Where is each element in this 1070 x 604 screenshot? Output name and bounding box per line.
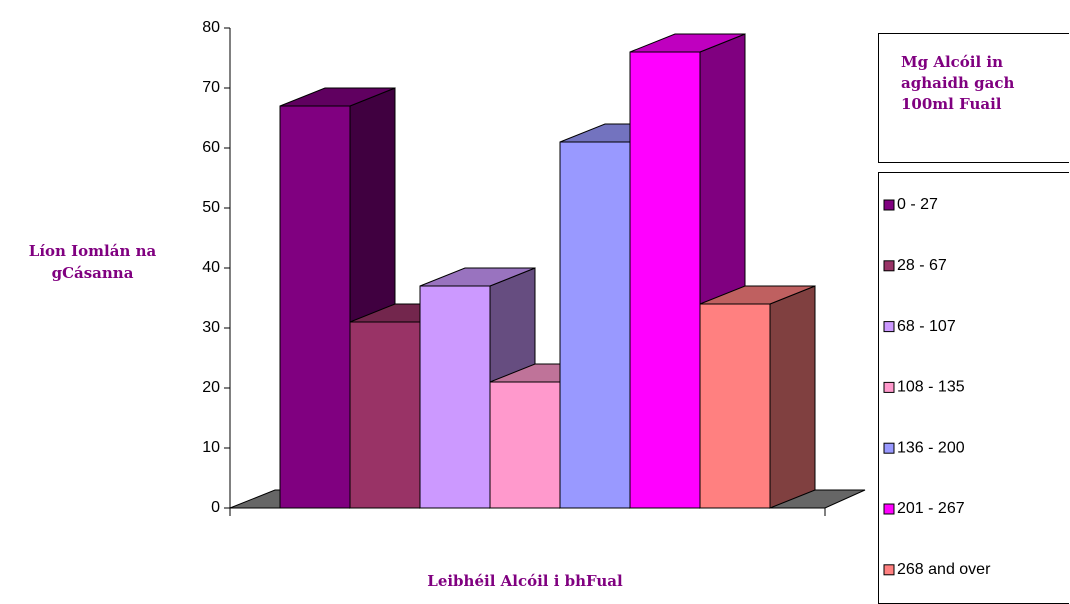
legend-label: 268 and over bbox=[897, 561, 991, 578]
legend-label: 108 - 135 bbox=[897, 379, 965, 396]
bar bbox=[559, 141, 631, 509]
legend-swatch bbox=[883, 260, 895, 272]
legend-title: Mg Alcóil in aghaidh gach 100ml Fuail bbox=[901, 53, 1015, 113]
legend-label: 68 - 107 bbox=[897, 318, 956, 335]
y-tick-label: 70 bbox=[202, 79, 220, 96]
legend-label: 28 - 67 bbox=[897, 257, 947, 274]
legend-swatch bbox=[883, 503, 895, 515]
y-tick-label: 60 bbox=[202, 139, 220, 156]
legend-title-box: Mg Alcóil in aghaidh gach 100ml Fuail bbox=[878, 33, 1069, 163]
legend-label: 0 - 27 bbox=[897, 196, 938, 213]
legend-label: 201 - 267 bbox=[897, 500, 965, 517]
legend-swatch bbox=[883, 321, 895, 333]
bar bbox=[279, 105, 351, 509]
y-axis-label: Líon Iomlán na gCásanna bbox=[28, 242, 157, 282]
x-axis-label: Leibhéil Alcóil i bhFual bbox=[427, 572, 623, 590]
y-tick-label: 10 bbox=[202, 439, 220, 456]
legend-swatch bbox=[883, 199, 895, 211]
legend-swatch bbox=[883, 381, 895, 393]
y-tick-label: 80 bbox=[202, 19, 220, 36]
bar bbox=[629, 51, 701, 509]
bar bbox=[489, 381, 561, 509]
legend-swatch bbox=[883, 442, 895, 454]
legend-swatch bbox=[883, 564, 895, 576]
bar bbox=[419, 285, 491, 509]
y-tick-label: 50 bbox=[202, 199, 220, 216]
y-tick-label: 40 bbox=[202, 259, 220, 276]
legend-label: 136 - 200 bbox=[897, 439, 965, 456]
legend-box bbox=[878, 172, 1069, 604]
y-tick-label: 0 bbox=[211, 499, 220, 516]
bar bbox=[699, 303, 771, 509]
bar-side bbox=[769, 285, 816, 509]
y-tick-label: 20 bbox=[202, 379, 220, 396]
bar bbox=[349, 321, 421, 509]
y-tick-label: 30 bbox=[202, 319, 220, 336]
